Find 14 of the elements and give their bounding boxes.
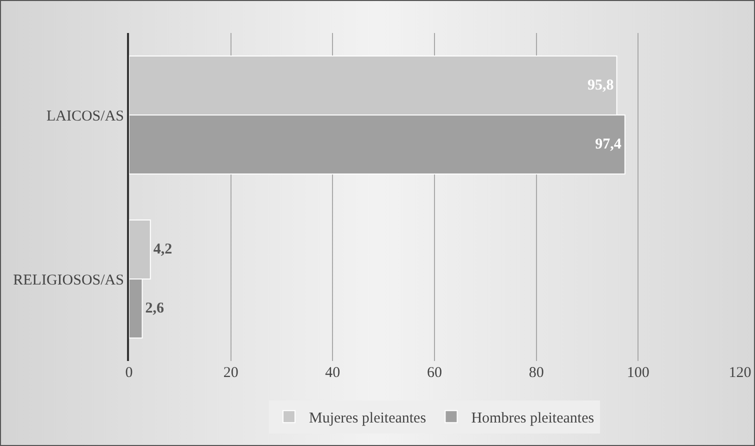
data-label: 4,2: [153, 241, 172, 258]
x-tick-label: 100: [626, 365, 650, 381]
y-tick-label: RELIGIOSOS/AS: [13, 272, 124, 288]
x-tick-label: 80: [528, 365, 544, 381]
x-tick-label: 60: [427, 365, 442, 381]
data-label: 2,6: [145, 300, 164, 317]
legend-label: Mujeres pleiteantes: [309, 410, 426, 426]
x-tick-label: 20: [223, 365, 238, 381]
x-tick-label: 120: [728, 365, 752, 381]
x-tick-label: 0: [125, 365, 133, 381]
y-tick-label: LAICOS/AS: [46, 108, 124, 124]
legend-label: Hombres pleiteantes: [471, 410, 594, 426]
x-tick-label: 40: [325, 365, 340, 381]
data-label: 97,4: [595, 136, 622, 153]
